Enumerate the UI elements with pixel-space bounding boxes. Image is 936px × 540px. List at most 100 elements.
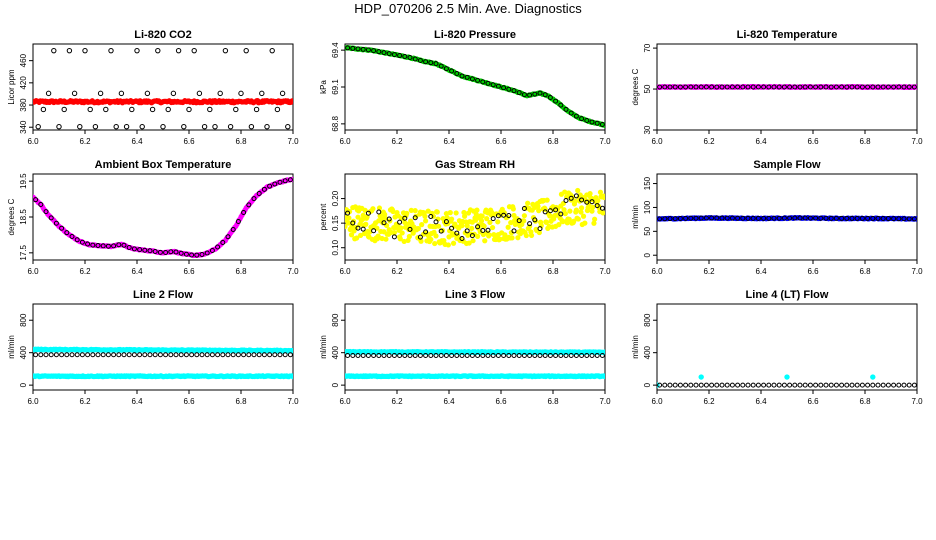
data-point <box>761 215 767 221</box>
data-point <box>469 233 475 239</box>
y-tick-label: 0.20 <box>331 190 340 206</box>
data-point <box>168 352 174 358</box>
data-point <box>766 84 772 90</box>
data-point <box>290 98 293 104</box>
data-point <box>454 230 460 236</box>
data-point <box>599 205 605 211</box>
x-tick-label: 6.8 <box>235 397 247 406</box>
data-point <box>515 235 521 241</box>
data-point <box>365 353 371 359</box>
x-tick-label: 6.0 <box>651 267 663 276</box>
data-point <box>428 236 434 243</box>
data-point <box>137 352 143 358</box>
data-point <box>662 216 668 222</box>
data-point <box>285 123 291 130</box>
data-point <box>807 215 813 221</box>
data-point <box>525 200 531 206</box>
data-point <box>523 232 529 239</box>
data-point <box>345 220 351 226</box>
panel-title: Ambient Box Temperature <box>95 159 232 171</box>
plot-frame <box>32 43 294 131</box>
data-point <box>501 212 507 218</box>
data-point <box>745 382 751 388</box>
x-tick-label: 6.2 <box>391 267 403 276</box>
data-point <box>527 92 533 98</box>
data-point <box>386 353 392 359</box>
data-point <box>402 353 408 359</box>
panel-8: Line 4 (LT) Flow 6.0 6.2 6.4 6.6 6.8 7.0 0 400 80… <box>631 289 923 406</box>
data-point <box>383 236 389 242</box>
data-points <box>345 348 605 380</box>
data-point <box>865 382 871 388</box>
data-point <box>781 215 787 221</box>
data-point <box>771 215 777 221</box>
data-point <box>45 90 52 97</box>
data-point <box>714 215 720 221</box>
y-tick-label: 17.5 <box>19 245 28 261</box>
data-point <box>724 84 730 90</box>
data-point <box>443 210 449 217</box>
data-point <box>481 223 487 229</box>
x-tick-label: 6.8 <box>859 267 871 276</box>
data-point <box>462 213 468 219</box>
x-tick-label: 7.0 <box>287 397 299 406</box>
data-point <box>792 382 798 388</box>
data-point <box>212 123 218 130</box>
data-point <box>792 215 798 221</box>
data-point <box>222 47 229 54</box>
data-point <box>355 46 361 52</box>
data-point <box>422 213 428 219</box>
data-point <box>508 230 514 236</box>
data-point <box>290 374 293 380</box>
x-tick-label: 6.6 <box>807 397 819 406</box>
panel-6: Line 2 Flow 6.0 6.2 6.4 6.6 6.8 7.0 0 400 800ml/m… <box>7 289 299 406</box>
data-point <box>859 382 865 388</box>
data-point <box>43 352 49 358</box>
data-point <box>189 352 195 358</box>
data-point <box>485 353 491 359</box>
data-point <box>238 90 244 97</box>
data-point <box>724 215 730 221</box>
data-point <box>131 246 137 252</box>
x-tick-label: 6.6 <box>183 397 195 406</box>
data-point <box>802 382 808 388</box>
data-point <box>474 207 480 213</box>
data-point <box>433 219 439 225</box>
data-point <box>787 382 793 388</box>
data-point <box>662 382 668 388</box>
data-point <box>553 98 559 104</box>
data-point <box>594 120 600 126</box>
data-point <box>155 47 161 54</box>
data-point <box>412 353 418 359</box>
data-point <box>911 216 917 222</box>
data-point <box>891 216 897 222</box>
data-point <box>77 123 83 130</box>
data-point <box>677 382 683 388</box>
data-point <box>259 90 265 97</box>
data-point <box>217 90 223 97</box>
data-point <box>355 214 361 220</box>
data-point <box>220 240 226 246</box>
data-point <box>85 241 91 247</box>
data-point <box>194 352 200 358</box>
data-point <box>885 84 891 90</box>
data-point <box>404 221 410 227</box>
data-point <box>147 248 153 254</box>
data-point <box>121 352 127 358</box>
data-point <box>363 221 369 227</box>
data-point <box>567 208 573 214</box>
panel-title: Line 3 Flow <box>445 289 505 301</box>
data-point <box>390 208 396 215</box>
panel-title: Gas Stream RH <box>435 159 515 171</box>
page-title: HDP_070206 2.5 Min. Ave. Diagnostics <box>354 1 582 16</box>
x-tick-label: 6.0 <box>339 267 351 276</box>
x-tick-label: 6.6 <box>807 267 819 276</box>
data-point <box>358 232 364 238</box>
data-point <box>48 352 54 358</box>
data-point <box>521 205 527 211</box>
data-point <box>677 215 683 221</box>
data-point <box>367 229 373 235</box>
data-point <box>51 47 57 54</box>
y-tick-label: 0 <box>643 252 652 257</box>
data-point <box>792 84 798 90</box>
